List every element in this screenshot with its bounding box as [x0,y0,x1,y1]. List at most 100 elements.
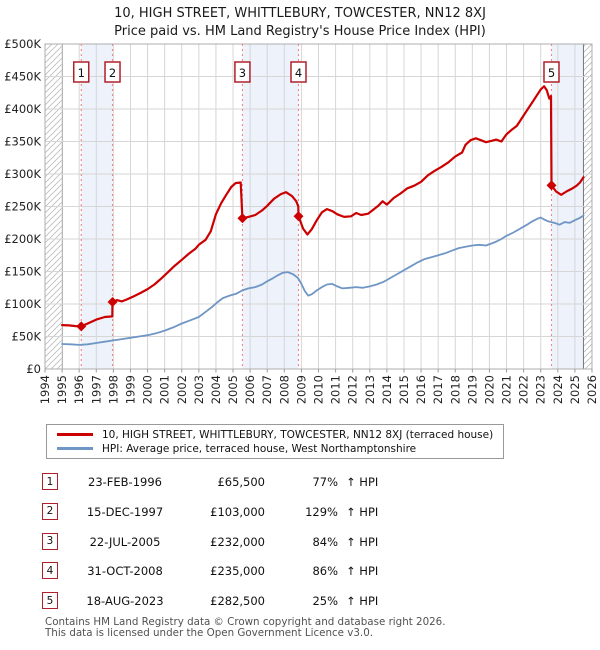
x-tick-label: 2022 [517,375,531,404]
x-tick-label: 2009 [294,375,308,404]
x-tick-label: 2024 [551,375,565,404]
y-tick-label: £350K [4,135,41,149]
sale-number-label: 4 [295,66,302,80]
x-tick-label: 2025 [568,375,582,404]
x-tick-label: 2005 [226,375,240,404]
hpi-line [61,214,585,346]
transaction-date: 23-FEB-1996 [88,475,162,489]
sale-diamond-marker [107,297,118,308]
sale-number-box [72,61,90,83]
x-tick-label: 2011 [329,375,343,404]
x-tick-label: 2020 [482,375,496,404]
x-tick-label: 1997 [89,375,103,404]
y-tick-label: £50K [12,330,42,344]
transaction-price: £65,500 [217,475,265,489]
transaction-date: 18-AUG-2023 [86,594,164,609]
transaction-number-badge: 2 [42,502,58,520]
transaction-row: 1 23-FEB-1996 £65,500 77% ↑ HPI [40,473,580,503]
x-tick-label: 2001 [158,375,172,404]
transactions-table: 1 23-FEB-1996 £65,500 77% ↑ HPI 2 15-DEC… [40,473,580,622]
x-tick-label: 2006 [243,375,257,404]
x-tick-label: 2003 [192,375,206,404]
sale-number-box [290,61,307,83]
legend: 10, HIGH STREET, WHITTLEBURY, TOWCESTER,… [46,424,504,459]
x-tick-label: 2004 [209,375,223,404]
x-tick-label: 2013 [363,375,377,404]
legend-item-price-paid: 10, HIGH STREET, WHITTLEBURY, TOWCESTER,… [47,428,503,442]
transaction-date: 31-OCT-2008 [87,564,163,579]
sale-number-label: 2 [109,66,116,80]
x-tick-label: 1994 [38,375,52,404]
transaction-hpi-note: ↑ HPI [346,594,379,609]
transaction-hpi-percent: 84% [312,534,338,549]
y-tick-label: £500K [4,37,41,51]
x-tick-label: 2012 [346,375,360,404]
price-paid-line-swatch [57,433,93,436]
hpi-line-swatch [57,447,93,450]
transaction-hpi-percent: 86% [312,564,338,579]
x-tick-label: 2014 [380,375,394,404]
transaction-row: 3 22-JUL-2005 £232,000 84% ↑ HPI [40,532,580,563]
legend-label-hpi: HPI: Average price, terraced house, West… [102,442,417,455]
transaction-price: £232,000 [210,534,265,549]
x-tick-label: 2016 [414,375,428,404]
x-tick-label: 2000 [141,375,155,404]
plot-area: 1994 1995 1996 1997 1998 1999 2000 2001 2002 2003… [4,37,599,404]
x-tick-label: 2010 [312,375,326,404]
sale-diamond-marker [237,213,248,224]
sale-number-label: 1 [78,66,85,80]
transaction-date: 22-JUL-2005 [89,534,161,549]
transaction-price: £103,000 [210,504,265,519]
transaction-hpi-note: ↑ HPI [346,534,379,549]
x-tick-label: 2008 [277,375,291,404]
transaction-number-badge: 5 [42,592,58,610]
sale-diamond-marker [76,321,87,332]
x-tick-label: 1999 [123,375,137,404]
x-tick-label: 1995 [55,375,69,404]
legend-label-price-paid: 10, HIGH STREET, WHITTLEBURY, TOWCESTER,… [102,428,494,441]
transaction-price: £282,500 [210,594,265,609]
page-subtitle: Price paid vs. HM Land Registry's House … [114,24,486,39]
transaction-hpi-percent: 129% [305,504,338,519]
transaction-price: £235,000 [210,564,265,579]
transaction-number-badge: 1 [42,473,58,490]
y-tick-label: £100K [4,297,41,311]
y-tick-label: £300K [4,167,41,181]
price-paid-line [60,85,585,328]
transaction-number-badge: 3 [42,532,58,550]
page-title: 10, HIGH STREET, WHITTLEBURY, TOWCESTER,… [114,6,486,21]
plot-border [44,43,593,370]
footer-line-2: This data is licensed under the Open Gov… [45,626,374,639]
y-tick-label: £400K [4,102,41,116]
sale-number-box [543,61,560,83]
x-tick-label: 2018 [448,375,462,404]
transaction-date: 15-DEC-1997 [86,504,164,519]
transaction-hpi-note: ↑ HPI [346,504,379,519]
transaction-number-badge: 4 [42,562,58,580]
x-tick-label: 2007 [260,375,274,404]
license-footer: Contains HM Land Registry data © Crown c… [45,617,446,638]
transaction-row: 5 18-AUG-2023 £282,500 25% ↑ HPI [40,592,580,622]
footer-line-1: Contains HM Land Registry data © Crown c… [45,616,446,628]
transaction-hpi-note: ↑ HPI [346,475,379,489]
sale-number-label: 3 [239,66,246,80]
y-tick-label: £200K [4,232,41,246]
sale-number-box [234,61,251,83]
x-tick-label: 2021 [500,375,514,404]
x-tick-label: 1998 [106,375,120,404]
x-tick-label: 1996 [72,375,86,404]
transaction-hpi-percent: 25% [312,594,338,609]
sale-number-label: 5 [548,66,555,80]
transaction-hpi-percent: 77% [312,475,338,489]
x-tick-label: 2026 [585,375,599,404]
x-tick-label: 2023 [534,375,548,404]
sale-diamond-marker [546,180,557,191]
y-tick-label: £450K [4,70,41,84]
transaction-hpi-note: ↑ HPI [346,564,379,579]
x-tick-label: 2017 [431,375,445,404]
transaction-row: 2 15-DEC-1997 £103,000 129% ↑ HPI [40,502,580,533]
y-tick-label: £150K [4,265,41,279]
legend-item-hpi: HPI: Average price, terraced house, West… [47,442,503,456]
y-tick-label: £0 [26,362,41,376]
